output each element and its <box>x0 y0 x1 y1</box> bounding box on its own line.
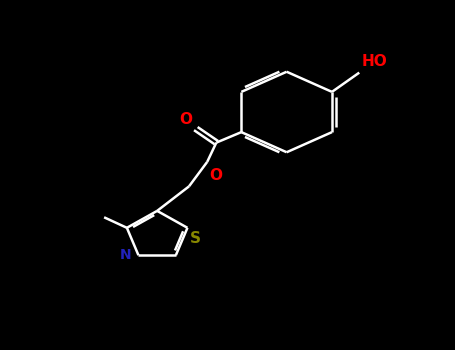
Text: O: O <box>179 112 192 127</box>
Text: S: S <box>190 231 201 246</box>
Text: HO: HO <box>362 54 387 69</box>
Text: O: O <box>209 168 222 183</box>
Text: N: N <box>120 248 131 262</box>
